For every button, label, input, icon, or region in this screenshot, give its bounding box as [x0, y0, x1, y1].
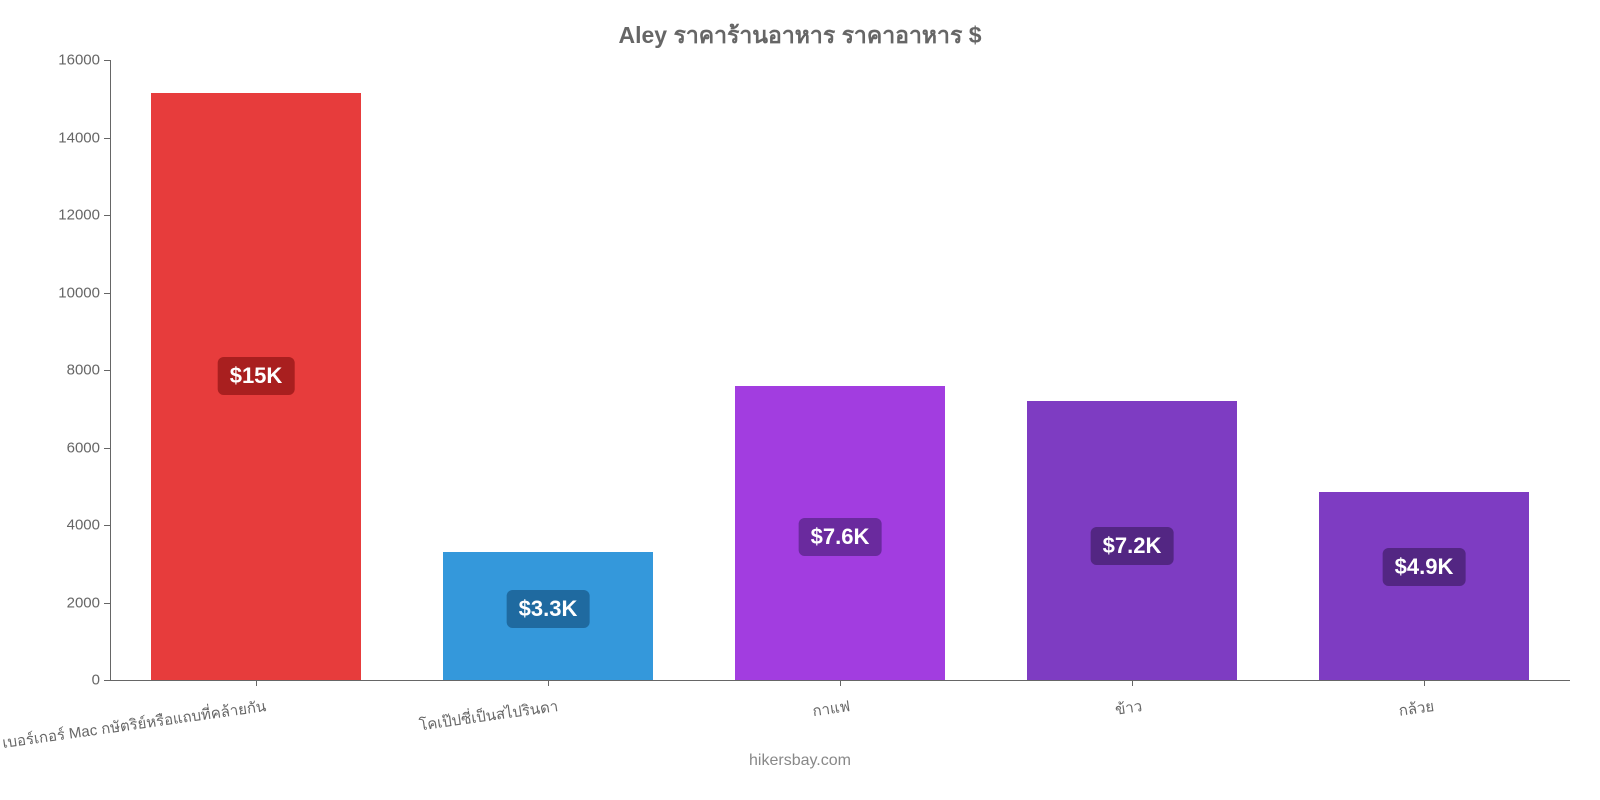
y-axis-tick-label: 12000: [30, 207, 100, 224]
y-axis-line: [110, 60, 111, 680]
source-label: hikersbay.com: [0, 752, 1600, 770]
x-axis-label: เบอร์เกอร์ Mac กษัตริย์หรือแถบที่คล้ายกั…: [1, 694, 268, 755]
x-axis-label: กล้วย: [1397, 694, 1435, 723]
bar-value-label: $3.3K: [507, 590, 590, 628]
chart-container: Aley ราคาร้านอาหาร ราคาอาหาร $ 020004000…: [0, 0, 1600, 800]
x-axis-tick-mark: [840, 680, 841, 686]
bar-value-label: $7.6K: [799, 518, 882, 556]
bar-value-label: $15K: [218, 357, 295, 395]
bar-value-label: $4.9K: [1383, 548, 1466, 586]
x-axis-label: กาแฟ: [811, 694, 852, 723]
x-axis-tick-mark: [1132, 680, 1133, 686]
y-axis-tick-label: 10000: [30, 284, 100, 301]
x-axis-tick-mark: [548, 680, 549, 686]
y-axis-tick-label: 2000: [30, 594, 100, 611]
plot-area: 0200040006000800010000120001400016000$15…: [110, 60, 1570, 680]
y-axis-tick-label: 6000: [30, 439, 100, 456]
chart-title: Aley ราคาร้านอาหาร ราคาอาหาร $: [0, 0, 1600, 54]
y-axis-tick-label: 16000: [30, 52, 100, 69]
x-axis-tick-mark: [256, 680, 257, 686]
y-axis-tick-label: 14000: [30, 129, 100, 146]
x-axis-label: โคเป๊ปซี่เป็นสไปรินดา: [418, 694, 560, 737]
y-axis-tick-label: 0: [30, 672, 100, 689]
bar-value-label: $7.2K: [1091, 527, 1174, 565]
x-axis-label: ข้าว: [1113, 694, 1143, 722]
x-axis-tick-mark: [1424, 680, 1425, 686]
y-axis-tick-label: 4000: [30, 517, 100, 534]
y-axis-tick-label: 8000: [30, 362, 100, 379]
